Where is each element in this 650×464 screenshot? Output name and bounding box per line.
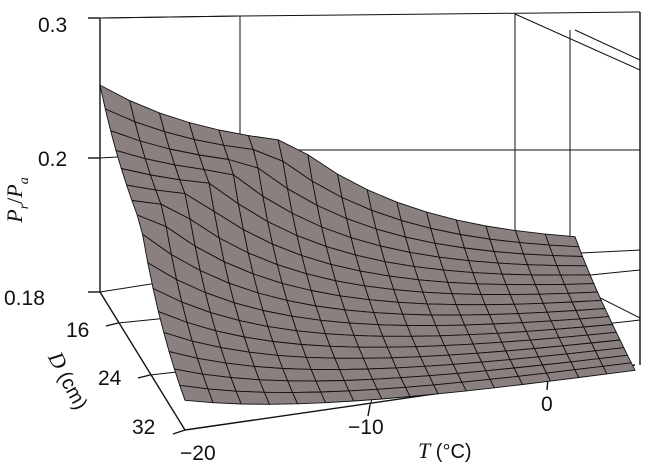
surface-patch: [523, 253, 558, 267]
z-tick-label-bottom: 0.18: [4, 287, 45, 310]
surface-patch: [368, 299, 404, 315]
back-wall-top-edge: [239, 11, 641, 17]
surface-patch: [353, 334, 388, 348]
x-tick-label-minus10: −10: [348, 416, 384, 439]
surface-patch: [455, 304, 490, 316]
surface-patch: [431, 314, 466, 327]
surface-patch: [564, 283, 598, 294]
y-tick-24: [137, 374, 151, 379]
surface-patch: [334, 357, 369, 371]
surface-patch: [548, 244, 583, 257]
response-surface: [99, 84, 636, 405]
surface-patch: [476, 283, 511, 296]
surface-patch: [552, 255, 587, 267]
z-axis-label: Pr/Pa: [2, 177, 32, 223]
surface-patch: [411, 335, 446, 348]
surface-patch: [397, 301, 433, 316]
surface-patch: [282, 368, 317, 382]
surface-patch: [386, 346, 421, 359]
surface-patch: [460, 314, 494, 326]
surface-patch: [468, 260, 503, 275]
surface-patch: [422, 291, 457, 306]
surface-patch: [292, 391, 327, 405]
surface-patch: [447, 281, 482, 295]
surface-patch: [560, 274, 595, 285]
surface-patch: [406, 325, 441, 337]
surface-patch: [393, 289, 428, 305]
surface-patch: [263, 391, 298, 405]
surface-patch: [497, 262, 532, 276]
surface-patch: [534, 283, 569, 295]
y-axis-label: D (cm): [43, 347, 94, 414]
surface-patch: [402, 313, 437, 327]
surface-patch: [362, 357, 397, 370]
surface-patch: [418, 279, 453, 295]
surface-patch: [373, 312, 408, 326]
surface-patch: [602, 362, 636, 375]
surface-patch: [349, 322, 384, 337]
surface-patch: [348, 388, 383, 402]
surface-patch: [344, 309, 379, 326]
surface-patch: [530, 274, 566, 286]
x-tick-label-minus20: −20: [180, 442, 216, 464]
surface-patch: [505, 284, 540, 296]
y-tick-32: [172, 429, 186, 435]
surface-patch: [376, 386, 411, 400]
surface-patch: [426, 303, 461, 316]
surface-patch: [339, 368, 374, 381]
surface-patch: [480, 294, 515, 306]
surface-patch: [451, 293, 486, 306]
y-tick-label-24: 24: [98, 367, 122, 390]
side-wall-top-edge: [574, 29, 641, 61]
surface-patch: [320, 390, 355, 404]
surface-patch: [287, 380, 322, 394]
z-tick-label-top: 0.3: [38, 14, 67, 37]
surface-patch: [472, 272, 507, 286]
surface-patch: [315, 380, 350, 393]
y-tick-16: [105, 322, 119, 327]
surface-patch: [310, 368, 345, 382]
surface-patch: [556, 265, 591, 276]
surface-patch: [329, 345, 364, 359]
surface-patch: [484, 303, 519, 316]
x-tick-label-0: 0: [541, 393, 553, 416]
back-top-left: [99, 15, 241, 19]
x-tick-m10: [367, 404, 371, 417]
surface-patch: [305, 356, 341, 371]
surface-patch: [435, 324, 470, 337]
floor-left-edge: [99, 291, 186, 431]
x-axis-label: T (°C): [418, 438, 472, 463]
surface-patch: [324, 333, 360, 348]
surface-patch: [527, 264, 562, 276]
z-tick-label-mid: 0.2: [38, 148, 67, 171]
side-wall-diag-1: [514, 13, 641, 71]
surface-patch: [377, 324, 412, 337]
surface-patch: [358, 346, 393, 359]
surface-patch: [382, 335, 417, 348]
surface-patch: [509, 293, 544, 305]
y-tick-label-16: 16: [66, 319, 89, 342]
surface-patch: [443, 269, 478, 285]
y-tick-label-32: 32: [132, 416, 155, 439]
surface-patch: [501, 273, 536, 286]
